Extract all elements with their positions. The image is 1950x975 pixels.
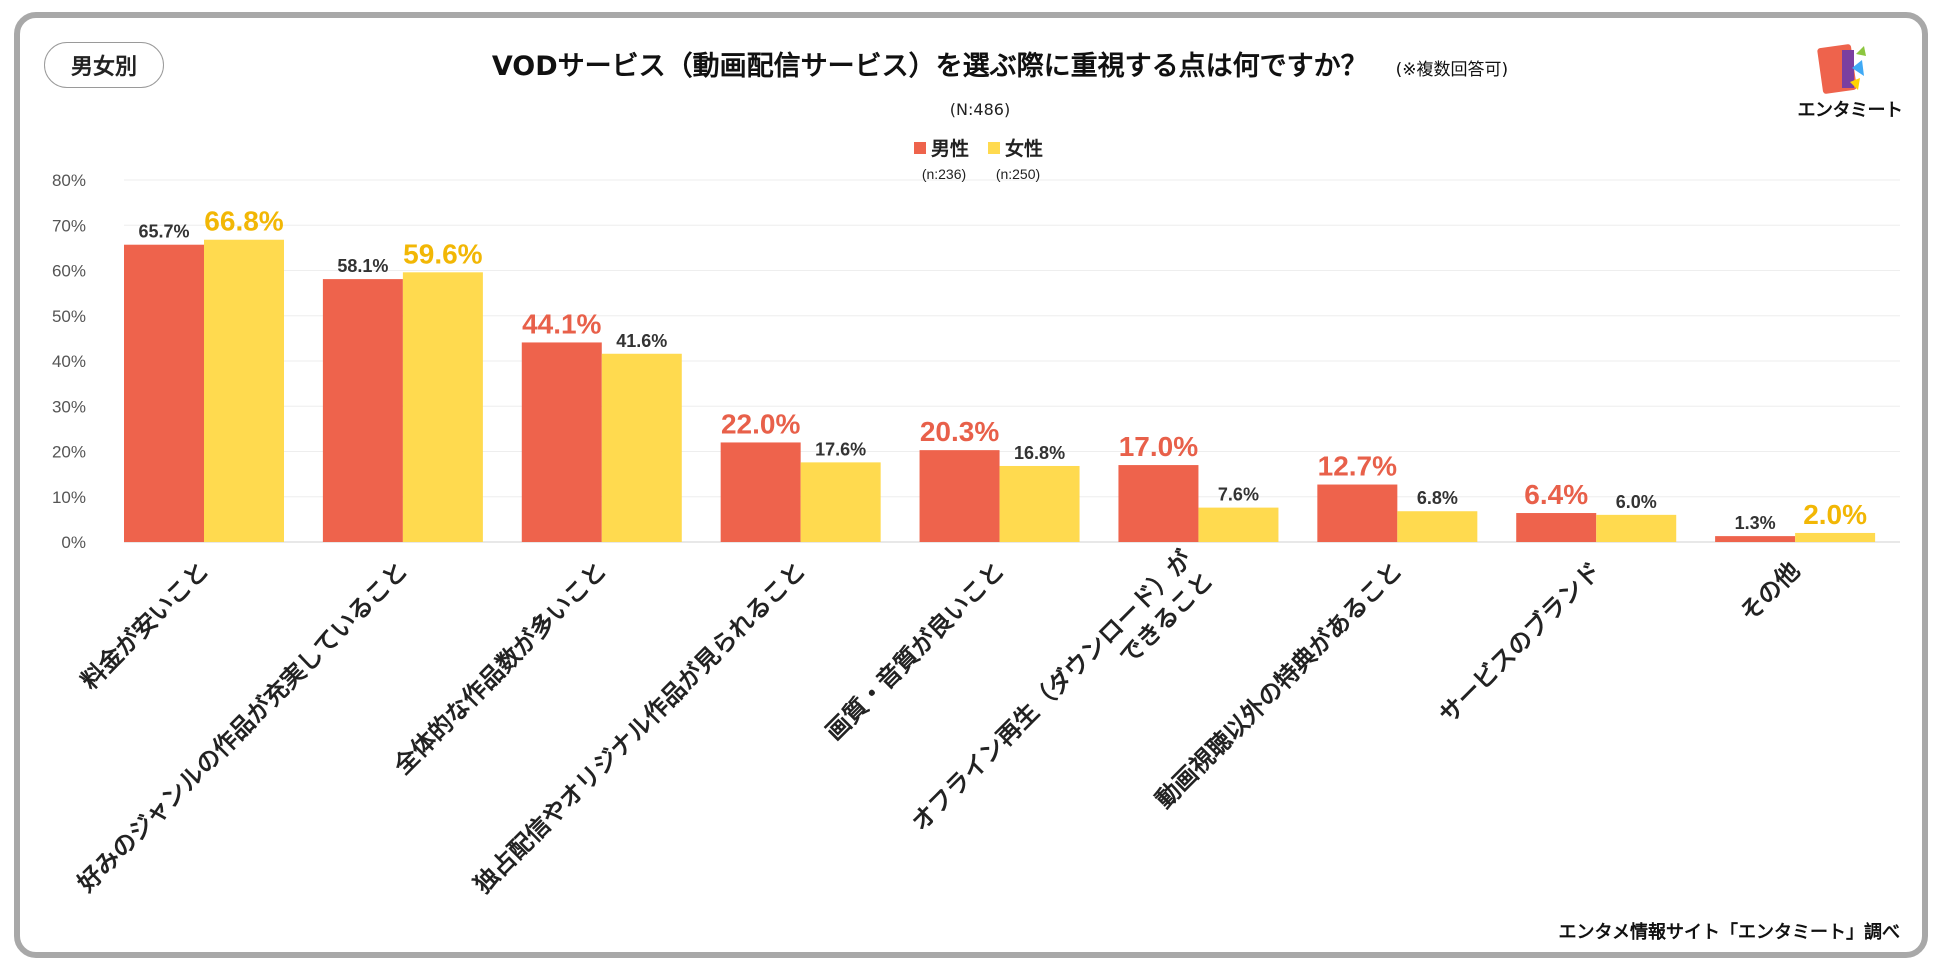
legend-n: (n:250) bbox=[996, 166, 1040, 182]
y-tick-label: 10% bbox=[52, 488, 86, 507]
bar-female bbox=[1198, 507, 1279, 542]
bar-female bbox=[1397, 511, 1478, 542]
data-label-male: 12.7% bbox=[1318, 451, 1397, 482]
bar-male bbox=[1516, 513, 1597, 542]
bar-male bbox=[1118, 465, 1199, 542]
category-label-group: 全体的な作品数が多いこと bbox=[388, 556, 612, 780]
bar-female bbox=[601, 353, 682, 542]
chart-title: VODサービス（動画配信サービス）を選ぶ際に重視する点は何ですか？ bbox=[491, 51, 1368, 82]
y-tick-label: 30% bbox=[52, 397, 86, 416]
category-label-group: 料金が安いこと bbox=[76, 556, 215, 695]
category-label: 好みのジャンルの作品が充実していること bbox=[72, 556, 414, 898]
data-label-female: 17.6% bbox=[815, 439, 866, 459]
bar-male bbox=[124, 244, 204, 542]
data-label-female: 7.6% bbox=[1218, 485, 1259, 505]
category-label-group: サービスのブランド bbox=[1434, 556, 1607, 729]
legend-n: (n:236) bbox=[922, 166, 966, 182]
category-label-group: 画質・音質が良いこと bbox=[820, 556, 1010, 746]
bar-female bbox=[800, 462, 881, 542]
logo-text: エンタミート bbox=[1797, 100, 1904, 121]
data-label-female: 41.6% bbox=[616, 331, 667, 351]
entameet-logo-icon bbox=[1817, 44, 1866, 94]
data-label-male: 6.4% bbox=[1524, 479, 1588, 510]
bar-female bbox=[204, 239, 284, 543]
y-tick-label: 60% bbox=[52, 262, 86, 281]
data-label-female: 6.8% bbox=[1417, 488, 1458, 508]
source-credit: エンタメ情報サイト「エンタミート」調べ bbox=[1558, 922, 1900, 943]
y-tick-label: 0% bbox=[61, 533, 86, 552]
bar-male bbox=[720, 442, 801, 542]
data-label-female: 66.8% bbox=[204, 206, 283, 237]
data-label-female: 2.0% bbox=[1803, 499, 1867, 530]
data-label-male: 22.0% bbox=[721, 408, 800, 439]
bar-male bbox=[521, 342, 602, 542]
data-label-female: 59.6% bbox=[403, 238, 482, 269]
legend-label: 女性 bbox=[1005, 137, 1043, 160]
y-tick-label: 40% bbox=[52, 352, 86, 371]
category-label-group: 独占配信やオリジナル作品が見られること bbox=[469, 556, 811, 898]
y-tick-label: 50% bbox=[52, 307, 86, 326]
bar-female bbox=[1596, 514, 1677, 542]
title-note: (※複数回答可) bbox=[1395, 60, 1509, 80]
data-label-male: 20.3% bbox=[920, 416, 999, 447]
data-label-male: 65.7% bbox=[138, 222, 189, 242]
legend-swatch-male bbox=[914, 142, 926, 154]
category-label: サービスのブランド bbox=[1434, 556, 1607, 729]
bar-male bbox=[1715, 536, 1796, 542]
bar-male bbox=[322, 279, 403, 542]
data-label-male: 44.1% bbox=[522, 308, 601, 339]
y-tick-label: 80% bbox=[52, 171, 86, 190]
y-tick-label: 20% bbox=[52, 443, 86, 462]
legend-swatch-female bbox=[988, 142, 1000, 154]
bar-female bbox=[999, 465, 1080, 542]
y-tick-label: 70% bbox=[52, 216, 86, 235]
category-label: 独占配信やオリジナル作品が見られること bbox=[469, 556, 811, 898]
bar-female bbox=[402, 272, 483, 542]
title-row: VODサービス（動画配信サービス）を選ぶ際に重視する点は何ですか？ (※複数回答… bbox=[300, 44, 1700, 88]
data-label-female: 16.8% bbox=[1014, 443, 1065, 463]
bar-female bbox=[1795, 532, 1876, 542]
legend-label: 男性 bbox=[931, 137, 969, 160]
sample-size: (N:486) bbox=[949, 100, 1011, 119]
data-label-female: 6.0% bbox=[1616, 492, 1657, 512]
data-label-male: 17.0% bbox=[1119, 431, 1198, 462]
category-label: 料金が安いこと bbox=[76, 556, 215, 695]
category-label: 画質・音質が良いこと bbox=[820, 556, 1010, 746]
bar-male bbox=[1317, 484, 1398, 542]
data-label-male: 1.3% bbox=[1735, 513, 1776, 533]
category-label-group: 好みのジャンルの作品が充実していること bbox=[72, 556, 414, 898]
category-label: その他 bbox=[1735, 556, 1806, 627]
category-label-group: その他 bbox=[1735, 556, 1806, 627]
bar-male bbox=[919, 450, 1000, 542]
gender-badge: 男女別 bbox=[44, 42, 164, 88]
category-label: 全体的な作品数が多いこと bbox=[388, 556, 612, 780]
data-label-male: 58.1% bbox=[337, 256, 388, 276]
